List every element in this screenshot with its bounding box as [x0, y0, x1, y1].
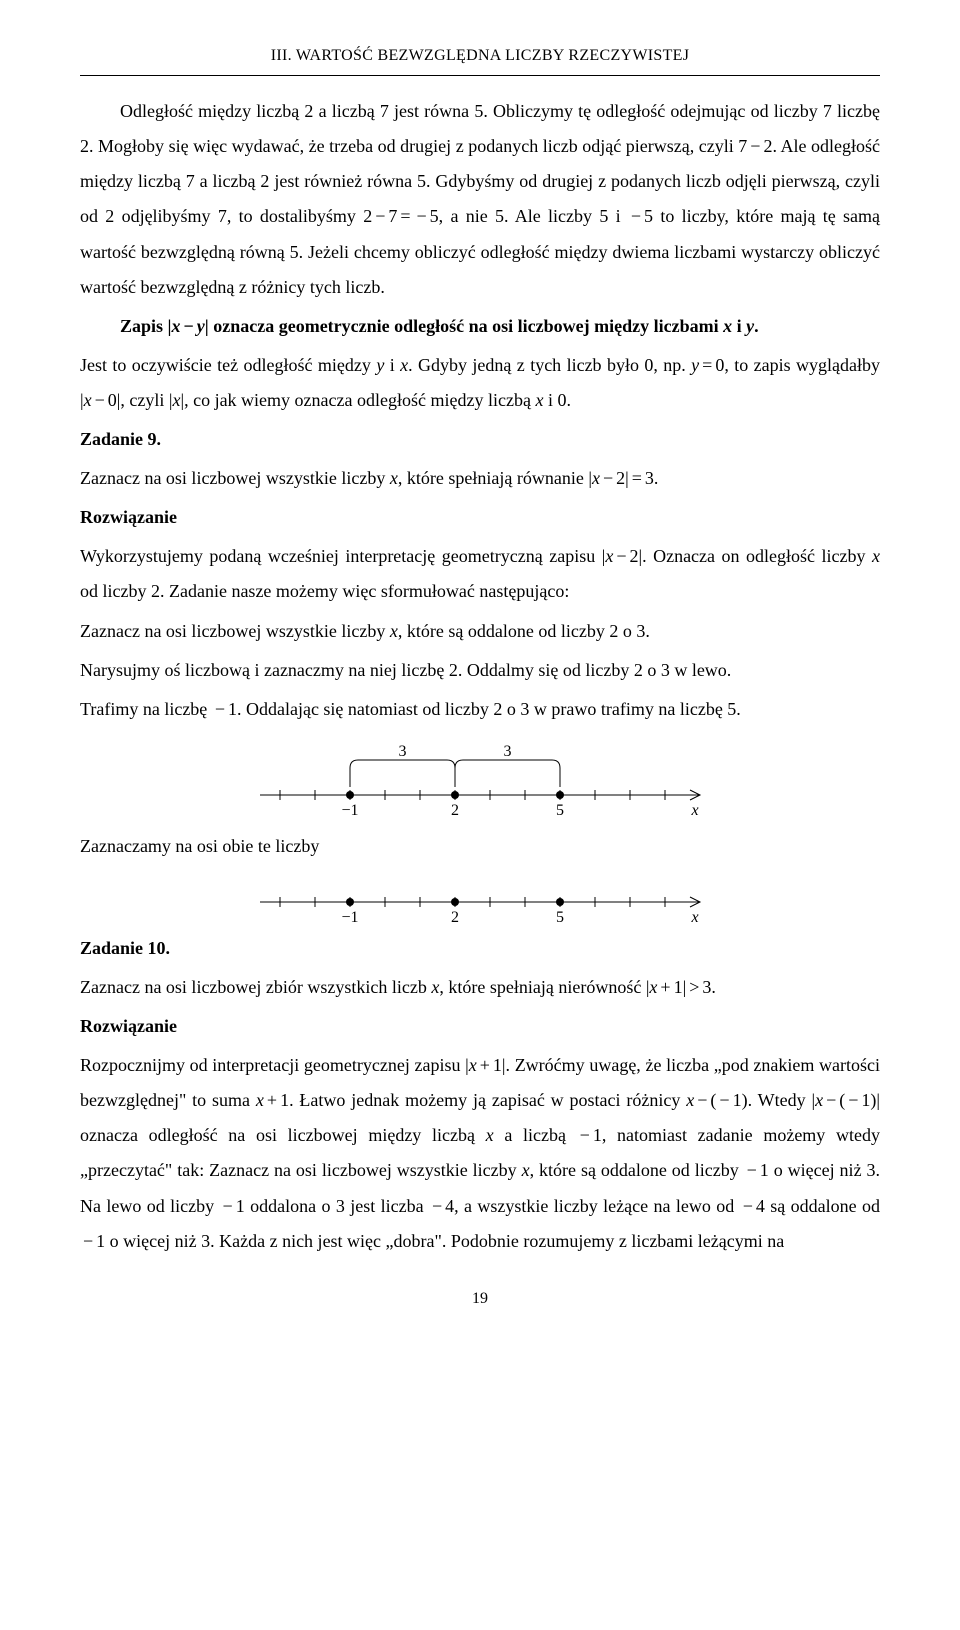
- paragraph-5: Wykorzystujemy podaną wcześniej interpre…: [80, 539, 880, 609]
- text: Zaznacz na osi liczbowej wszystkie liczb…: [80, 621, 390, 641]
- text: , które spełniają nierówność: [439, 977, 645, 997]
- text: , które są oddalone od liczby: [530, 1160, 744, 1180]
- svg-text:−1: −1: [341, 802, 358, 819]
- svg-text:−1: −1: [341, 909, 358, 926]
- text: Rozpocznijmy od interpretacji geometrycz…: [80, 1055, 465, 1075]
- number-line-2: −1 2 5 x: [240, 872, 720, 927]
- math-abs: x: [169, 390, 184, 410]
- var-x: x: [723, 316, 732, 336]
- text: oznacza odległość na osi liczbowej międz…: [80, 1125, 486, 1145]
- math-expr: y=0: [691, 355, 724, 375]
- text: i: [732, 316, 746, 336]
- svg-text:5: 5: [556, 909, 564, 926]
- math-abs-xy: x−y: [168, 316, 209, 336]
- number-line-1: 3 3 −1 2 5 x: [240, 735, 720, 825]
- svg-text:3: 3: [399, 743, 407, 760]
- text: oddalona o 3 jest liczba: [245, 1196, 429, 1216]
- page-number: 19: [80, 1283, 880, 1314]
- math-abs: x−0: [80, 390, 120, 410]
- solution-heading: Rozwiązanie: [80, 500, 880, 535]
- paragraph-3: Jest to oczywiście też odległość między …: [80, 348, 880, 418]
- svg-text:x: x: [690, 909, 698, 926]
- math-abs: x+1: [465, 1055, 505, 1075]
- text: , czyli: [120, 390, 168, 410]
- paragraph-6: Zaznacz na osi liczbowej wszystkie liczb…: [80, 614, 880, 649]
- math-expr: −1: [744, 1160, 769, 1180]
- text: . Gdyby jedną z tych liczb było 0, np.: [408, 355, 691, 375]
- paragraph-11: Rozpocznijmy od interpretacji geometrycz…: [80, 1048, 880, 1259]
- math-expr: 2−7=−5: [363, 206, 438, 226]
- text: i 0.: [543, 390, 571, 410]
- text: . Oznacza on odległość liczby: [642, 546, 872, 566]
- text: . Oddalając się natomiast od liczby 2 o …: [237, 699, 741, 719]
- solution-heading-2: Rozwiązanie: [80, 1009, 880, 1044]
- svg-text:2: 2: [451, 909, 459, 926]
- text: Zaznacz na osi liczbowej zbiór wszystkic…: [80, 977, 431, 997]
- math-expr: −1: [212, 699, 237, 719]
- text: oznacza geometrycznie odległość na osi l…: [209, 316, 723, 336]
- math-expr: −4: [429, 1196, 454, 1216]
- text: o więcej niż 3. Każda z nich jest więc „…: [105, 1231, 784, 1251]
- task-9-title: Zadanie 9.: [80, 422, 880, 457]
- math-expr: x−(−1): [686, 1090, 747, 1110]
- document-page: III. WARTOŚĆ BEZWZGLĘDNA LICZBY RZECZYWI…: [0, 0, 960, 1344]
- text: .: [711, 977, 716, 997]
- var-x: x: [522, 1160, 530, 1180]
- text: są oddalone od: [765, 1196, 880, 1216]
- math-expr: −4: [740, 1196, 765, 1216]
- text: Zaznacz na osi liczbowej wszystkie liczb…: [80, 468, 390, 488]
- text: , które są oddalone od liczby 2 o 3.: [398, 621, 650, 641]
- paragraph-8: Trafimy na liczbę −1. Oddalając się nato…: [80, 692, 880, 727]
- var-y: y: [746, 316, 754, 336]
- paragraph-10: Zaznacz na osi liczbowej zbiór wszystkic…: [80, 970, 880, 1005]
- text: . Wtedy: [748, 1090, 812, 1110]
- math-expr: −1: [577, 1125, 602, 1145]
- paragraph-7: Narysujmy oś liczbową i zaznaczmy na nie…: [80, 653, 880, 688]
- var-x: x: [486, 1125, 494, 1145]
- page-header: III. WARTOŚĆ BEZWZGLĘDNA LICZBY RZECZYWI…: [80, 40, 880, 76]
- paragraph-bold-statement: Zapis x−y oznacza geometrycznie odległoś…: [80, 309, 880, 344]
- text: Jest to oczywiście też odległość między: [80, 355, 376, 375]
- text: , a wszystkie liczby leżące na lewo od: [454, 1196, 740, 1216]
- math-expr: x+1: [256, 1090, 289, 1110]
- var-x: x: [400, 355, 408, 375]
- svg-text:x: x: [690, 802, 698, 819]
- svg-text:2: 2: [451, 802, 459, 819]
- text: od liczby 2. Zadanie nasze możemy więc s…: [80, 581, 569, 601]
- text: , co jak wiemy oznacza odległość między …: [184, 390, 535, 410]
- text: , a nie 5. Ale liczby 5 i: [439, 206, 628, 226]
- var-x: x: [872, 546, 880, 566]
- text: a liczbą: [494, 1125, 577, 1145]
- text: Trafimy na liczbę: [80, 699, 212, 719]
- text: .: [654, 468, 659, 488]
- text: . Łatwo jednak możemy ją zapisać w posta…: [289, 1090, 686, 1110]
- math-expr: −1: [80, 1231, 105, 1251]
- paragraph-4: Zaznacz na osi liczbowej wszystkie liczb…: [80, 461, 880, 496]
- math-expr: x+1>3: [646, 977, 712, 997]
- text: i: [384, 355, 400, 375]
- text: Zapis: [120, 316, 168, 336]
- paragraph-intro: Odległość między liczbą 2 a liczbą 7 jes…: [80, 94, 880, 305]
- math-expr: −5: [628, 206, 653, 226]
- text: Wykorzystujemy podaną wcześniej interpre…: [80, 546, 602, 566]
- var-x: x: [390, 468, 398, 488]
- math-abs: x−(−1): [811, 1090, 880, 1110]
- text: , które spełniają równanie: [398, 468, 588, 488]
- math-abs: x−2: [602, 546, 642, 566]
- svg-text:5: 5: [556, 802, 564, 819]
- text: , to zapis wyglądałby: [724, 355, 880, 375]
- math-expr: 7−2: [738, 136, 772, 156]
- var-x: x: [390, 621, 398, 641]
- svg-text:3: 3: [504, 743, 512, 760]
- math-expr: −1: [220, 1196, 245, 1216]
- task-10-title: Zadanie 10.: [80, 931, 880, 966]
- text: .: [754, 316, 759, 336]
- paragraph-9: Zaznaczamy na osi obie te liczby: [80, 829, 880, 864]
- math-expr: x−2=3: [588, 468, 654, 488]
